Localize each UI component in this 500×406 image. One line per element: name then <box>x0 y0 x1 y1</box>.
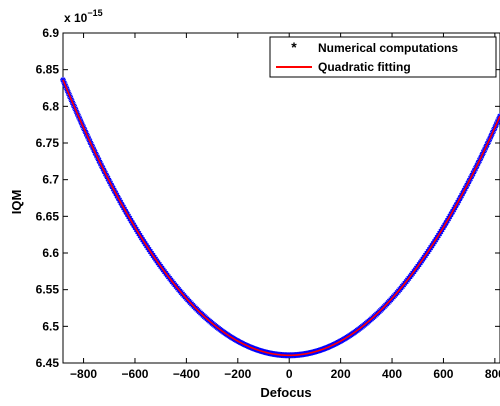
legend-box <box>269 36 497 78</box>
y-tick-label: 6.45 <box>36 356 60 370</box>
axes-box <box>62 32 500 364</box>
marker-stroke <box>497 113 500 117</box>
legend: * Numerical computations Quadratic fitti… <box>269 36 497 78</box>
ticks-layer: −800 −600 −400 −200 0 200 400 600 800 6.45 6.5 6.55… <box>36 26 500 381</box>
y-axis-label: IQM <box>9 190 24 215</box>
y-tick-label: 6.9 <box>42 26 59 40</box>
x-axis-label: Defocus <box>260 385 311 400</box>
legend-marker-numerical: * <box>291 39 297 55</box>
x-tick-label: −600 <box>121 367 148 381</box>
x-tick-label: 200 <box>331 367 351 381</box>
x-tick-label: −800 <box>70 367 97 381</box>
x-tick-label: −400 <box>173 367 200 381</box>
y-tick-label: 6.7 <box>42 173 59 187</box>
x-tick-label: 600 <box>433 367 453 381</box>
data-layer <box>60 76 500 359</box>
y-tick-label: 6.5 <box>42 319 59 333</box>
plot-area <box>62 32 500 364</box>
y-exponent-label: x 10−15 <box>64 8 103 25</box>
y-tick-label: 6.85 <box>36 63 60 77</box>
y-tick-label: 6.8 <box>42 99 59 113</box>
x-tick-label: −200 <box>224 367 251 381</box>
y-tick-label: 6.6 <box>42 246 59 260</box>
y-tick-label: 6.75 <box>36 136 60 150</box>
x-tick-label: 0 <box>286 367 293 381</box>
x-tick-label: 800 <box>485 367 500 381</box>
y-tick-label: 6.65 <box>36 209 60 223</box>
x-tick-label: 400 <box>382 367 402 381</box>
legend-label-quadratic: Quadratic fitting <box>318 60 411 74</box>
legend-label-numerical: Numerical computations <box>318 41 458 55</box>
y-tick-label: 6.55 <box>36 283 60 297</box>
line-quadratic-fitting <box>62 79 500 357</box>
